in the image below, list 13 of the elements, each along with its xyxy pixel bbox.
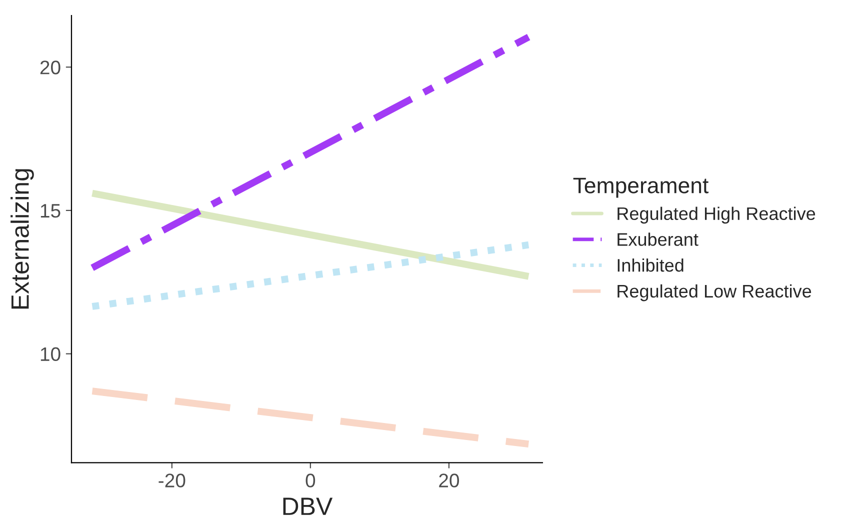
x-tick-label: 20: [439, 474, 459, 488]
legend-label: Inhibited: [618, 258, 684, 272]
legend-title: Temperament: [573, 178, 709, 198]
y-tick-label: 10: [40, 347, 60, 362]
y-tick-label: 20: [40, 60, 60, 74]
x-tick-label: 0: [306, 474, 316, 488]
x-axis-title: DBV: [283, 498, 333, 515]
x-tick-label: -20: [158, 474, 186, 488]
legend-label: Exuberant: [618, 232, 698, 246]
legend-label: Regulated Low Reactive: [618, 284, 812, 302]
y-axis-title: Externalizing: [10, 169, 34, 309]
legend-label: Regulated High Reactive: [618, 206, 816, 224]
y-tick-label: 15: [40, 204, 60, 218]
